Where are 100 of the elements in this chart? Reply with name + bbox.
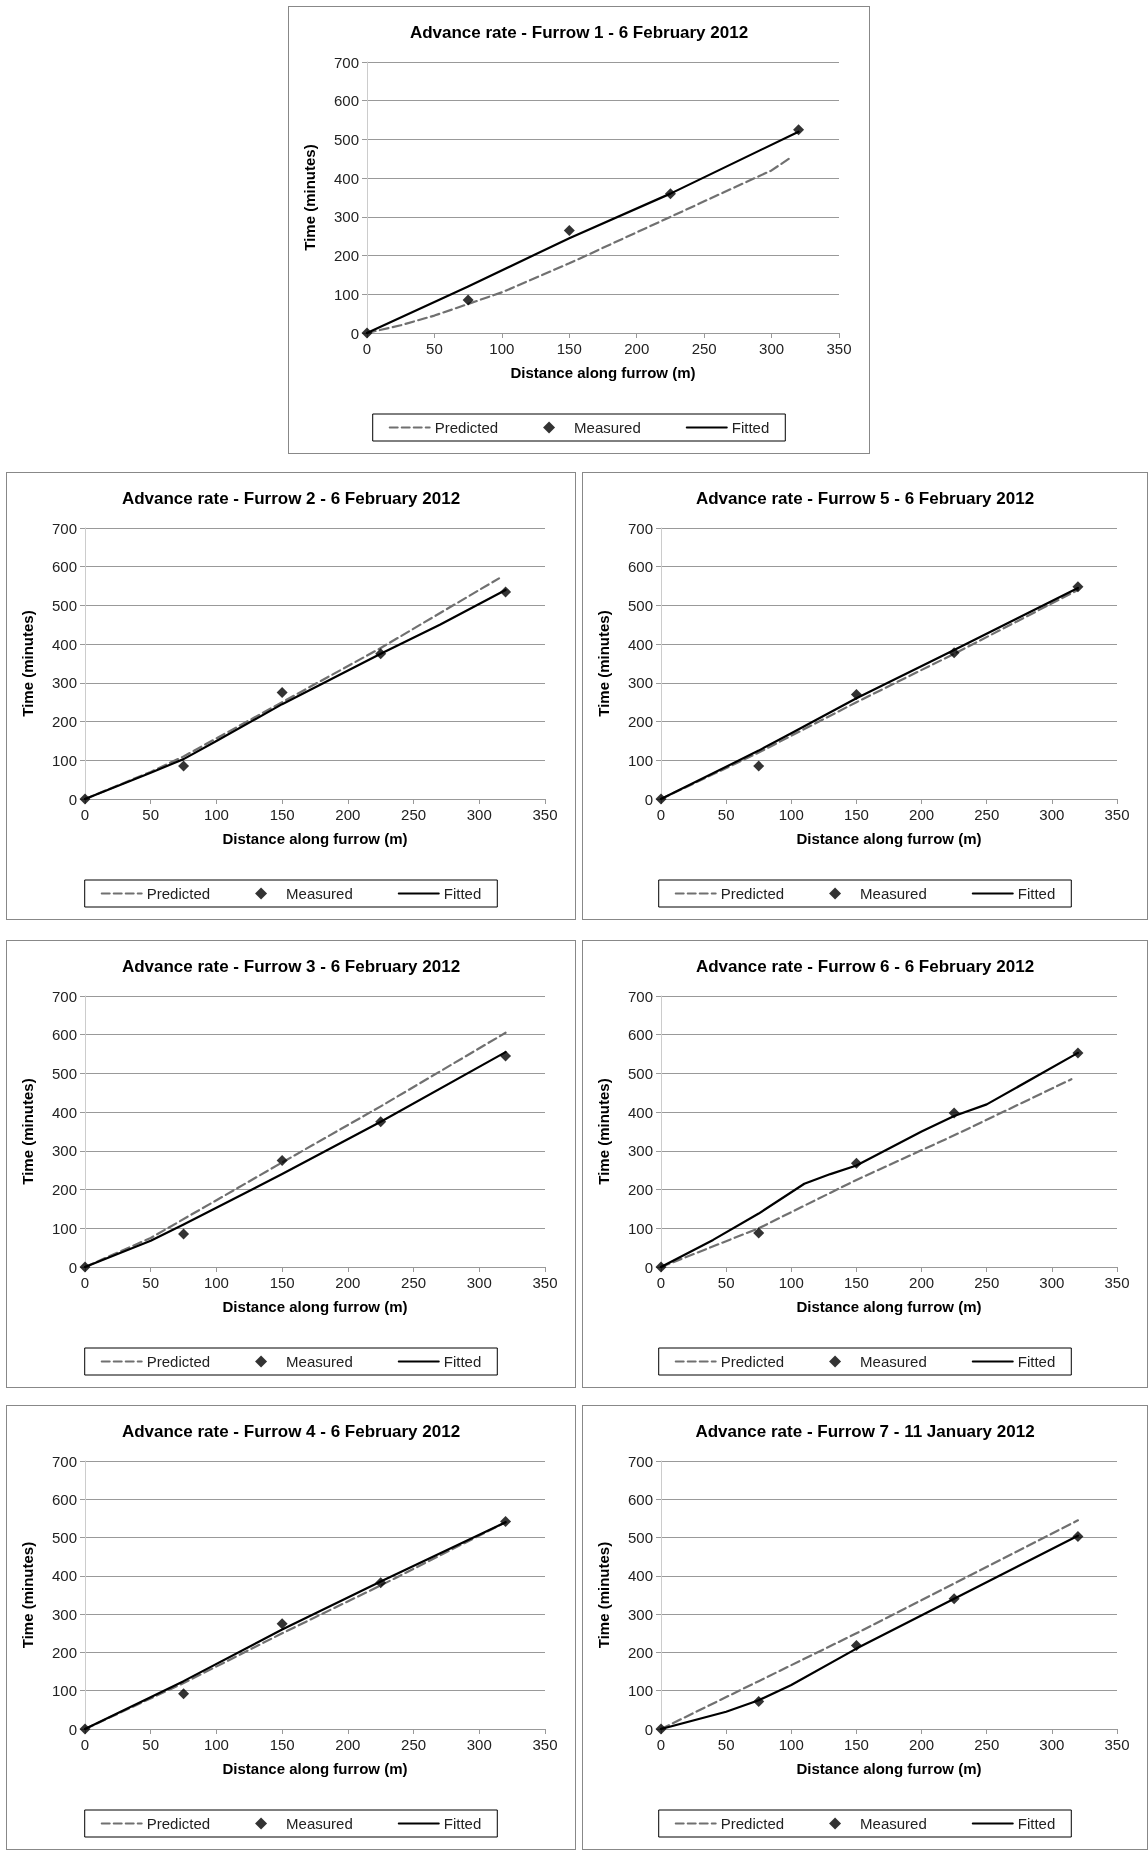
point — [948, 1107, 960, 1119]
y-tick-label: 400 — [627, 1567, 653, 1585]
y-tick-label: 100 — [627, 751, 653, 769]
point — [664, 188, 676, 200]
legend-label: Measured — [860, 885, 927, 902]
y-tick-label: 600 — [51, 1490, 77, 1508]
y-tick-label: 200 — [627, 713, 653, 731]
x-tick-label: 350 — [826, 340, 852, 357]
x-axis-title: Distance along furrow (m) — [796, 1298, 982, 1315]
point — [375, 648, 387, 660]
point — [462, 294, 474, 306]
x-tick-label: 100 — [778, 1274, 804, 1291]
y-tick-label: 200 — [627, 1181, 653, 1199]
y-tick-label: 600 — [627, 1026, 653, 1044]
y-tick-label: 0 — [644, 1258, 653, 1276]
y-tick-label: 400 — [627, 635, 653, 653]
x-tick-label: 50 — [717, 1736, 735, 1753]
x-axis-title: Distance along furrow (m) — [222, 830, 408, 847]
y-tick-label: 100 — [51, 751, 77, 769]
y-tick-label: 300 — [627, 1142, 653, 1160]
y-axis-title: Time (minutes) — [595, 610, 612, 717]
x-tick-label: 300 — [1039, 1274, 1065, 1291]
point — [948, 1593, 960, 1605]
x-axis-title: Distance along furrow (m) — [796, 830, 982, 847]
y-tick-label: 100 — [51, 1219, 77, 1237]
y-axis-title: Time (minutes) — [595, 1078, 612, 1185]
y-tick-label: 700 — [627, 1452, 653, 1470]
point — [753, 760, 765, 772]
x-tick-label: 0 — [362, 340, 372, 357]
y-tick-label: 300 — [51, 1605, 77, 1623]
y-tick-label: 500 — [333, 130, 359, 148]
legend-label: Predicted — [146, 1353, 211, 1370]
y-tick-label: 700 — [627, 519, 653, 537]
legend-label: Fitted — [443, 1815, 482, 1832]
x-tick-label: 300 — [1039, 806, 1065, 823]
y-tick-label: 500 — [51, 1529, 77, 1547]
x-tick-label: 150 — [269, 1736, 295, 1753]
x-tick-label: 150 — [843, 806, 869, 823]
x-tick-label: 300 — [466, 1274, 492, 1291]
y-axis-title: Time (minutes) — [301, 144, 318, 251]
x-tick-label: 0 — [80, 1736, 90, 1753]
y-tick-label: 400 — [51, 635, 77, 653]
y-tick-label: 300 — [51, 1142, 77, 1160]
point — [178, 760, 190, 772]
x-tick-label: 50 — [717, 1274, 735, 1291]
legend-label: Measured — [286, 1353, 353, 1370]
x-tick-label: 200 — [909, 1736, 935, 1753]
y-tick-label: 100 — [51, 1682, 77, 1700]
chart-title: Advance rate - Furrow 2 - 6 February 2012 — [121, 489, 461, 508]
point — [178, 1688, 190, 1700]
point — [79, 1261, 91, 1273]
point — [850, 1157, 862, 1169]
x-tick-label: 300 — [759, 340, 785, 357]
chart-title: Advance rate - Furrow 3 - 6 February 2012 — [121, 957, 461, 976]
legend-label: Predicted — [146, 1815, 211, 1832]
x-tick-label: 0 — [656, 806, 666, 823]
y-tick-label: 400 — [333, 169, 359, 187]
point — [1072, 1047, 1084, 1059]
y-tick-label: 500 — [627, 1529, 653, 1547]
legend-label: Predicted — [720, 885, 785, 902]
x-tick-label: 250 — [974, 806, 1000, 823]
point — [276, 687, 288, 699]
x-axis-title: Distance along furrow (m) — [796, 1760, 982, 1777]
x-tick-label: 250 — [401, 1274, 427, 1291]
legend-label: Measured — [574, 419, 641, 436]
legend-label: Predicted — [720, 1815, 785, 1832]
point — [948, 647, 960, 659]
point — [361, 327, 373, 339]
x-axis-title: Distance along furrow (m) — [222, 1760, 408, 1777]
y-tick-label: 500 — [51, 596, 77, 614]
y-tick-label: 400 — [627, 1103, 653, 1121]
y-tick-label: 0 — [644, 1720, 653, 1738]
x-tick-label: 250 — [691, 340, 717, 357]
point — [1072, 1530, 1084, 1542]
x-tick-label: 150 — [556, 340, 582, 357]
y-tick-label: 100 — [627, 1219, 653, 1237]
y-tick-label: 500 — [627, 596, 653, 614]
chart-title: Advance rate - Furrow 7 - 11 January 2012 — [695, 1422, 1035, 1441]
legend-label: Measured — [286, 885, 353, 902]
x-tick-label: 200 — [909, 806, 935, 823]
y-tick-label: 700 — [627, 987, 653, 1005]
legend-label: Fitted — [731, 419, 770, 436]
x-tick-label: 150 — [269, 806, 295, 823]
point — [655, 1723, 667, 1735]
point — [276, 1618, 288, 1630]
x-tick-label: 350 — [1104, 806, 1130, 823]
x-tick-label: 50 — [142, 1274, 160, 1291]
point — [850, 1640, 862, 1652]
x-tick-label: 350 — [532, 1736, 558, 1753]
x-tick-label: 100 — [203, 806, 229, 823]
legend-label: Fitted — [1017, 885, 1056, 902]
point — [850, 688, 862, 700]
x-tick-label: 350 — [1104, 1274, 1130, 1291]
y-tick-label: 200 — [333, 247, 359, 265]
x-tick-label: 200 — [909, 1274, 935, 1291]
point — [276, 1155, 288, 1167]
x-tick-label: 50 — [142, 1736, 160, 1753]
y-tick-label: 600 — [51, 1026, 77, 1044]
point — [753, 1227, 765, 1239]
legend-label: Predicted — [146, 885, 211, 902]
